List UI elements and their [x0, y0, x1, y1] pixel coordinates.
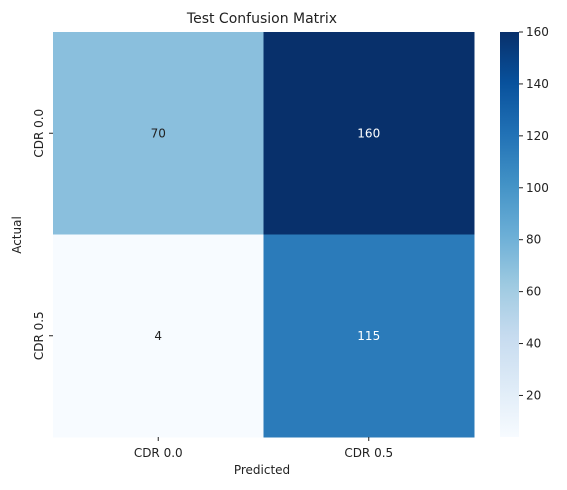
- colorbar-tick-label: 60: [526, 285, 541, 299]
- colorbar-tick-label: 40: [526, 337, 541, 351]
- y-axis-label: Actual: [10, 216, 24, 254]
- x-axis-label: Predicted: [234, 463, 290, 477]
- y-tick-label: CDR 0.0: [32, 109, 46, 158]
- colorbar-tick-label: 80: [526, 233, 541, 247]
- cell-value-label: 4: [154, 329, 162, 343]
- x-axis-ticks: CDR 0.0 CDR 0.5: [134, 437, 393, 460]
- colorbar-tick-label: 20: [526, 388, 541, 402]
- colorbar-tick-label: 100: [526, 181, 549, 195]
- colorbar-tick-label: 160: [526, 25, 549, 39]
- heatmap-cell: [53, 234, 264, 438]
- x-tick-label: CDR 0.0: [134, 446, 183, 460]
- cell-value-label: 160: [357, 126, 380, 140]
- chart-title: Test Confusion Matrix: [186, 11, 337, 27]
- colorbar-tick-label: 120: [526, 129, 549, 143]
- cell-value-label: 115: [357, 329, 380, 343]
- cell-value-label: 70: [151, 126, 166, 140]
- x-tick-label: CDR 0.5: [344, 446, 393, 460]
- y-tick-label: CDR 0.5: [32, 311, 46, 360]
- heatmap-cells: 70 160 4 115: [53, 32, 475, 438]
- colorbar-tick-label: 140: [526, 77, 549, 91]
- colorbar: [500, 32, 519, 437]
- heatmap-cell: [53, 32, 264, 235]
- y-axis-ticks: CDR 0.0 CDR 0.5: [32, 109, 53, 360]
- colorbar-ticks: 20 40 60 80 100 120 140 160: [519, 25, 549, 402]
- heatmap-cell: [263, 32, 475, 235]
- heatmap-cell: [263, 234, 475, 438]
